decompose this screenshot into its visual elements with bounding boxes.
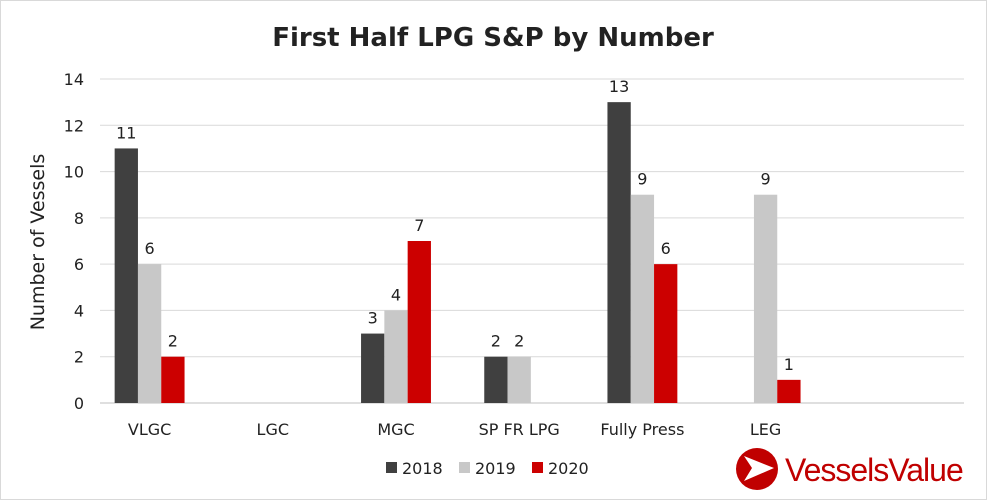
bar [484, 356, 508, 403]
bar [137, 264, 162, 403]
legend-swatch [532, 462, 543, 473]
bar [630, 194, 655, 403]
data-label: 3 [368, 309, 378, 328]
y-tick-label: 8 [74, 209, 84, 228]
x-tick-label: LGC [257, 420, 289, 439]
bar [114, 148, 138, 403]
data-label: 2 [491, 332, 501, 351]
y-tick-label: 10 [64, 163, 84, 182]
bars [114, 102, 801, 404]
y-axis-ticks: 0 2 4 6 8 10 12 14 [64, 70, 84, 413]
legend-label: 2018 [402, 459, 443, 478]
y-tick-label: 14 [64, 70, 84, 89]
bar [384, 310, 408, 403]
bar [507, 356, 531, 403]
x-tick-label: MGC [377, 420, 414, 439]
chart-title: First Half LPG S&P by Number [272, 23, 714, 53]
vesselsvalue-logo: VesselsValue [736, 448, 964, 490]
data-label: 9 [761, 170, 771, 189]
y-axis-label: Number of Vessels [27, 154, 49, 331]
x-tick-label: Fully Press [600, 420, 684, 439]
legend-swatch [386, 462, 397, 473]
bar [777, 379, 801, 403]
data-label: 13 [609, 77, 629, 96]
data-label: 2 [514, 332, 524, 351]
bar [161, 356, 185, 403]
bar [607, 102, 631, 404]
legend-label: 2020 [548, 459, 589, 478]
gridlines [100, 78, 964, 404]
data-label: 9 [637, 170, 647, 189]
x-tick-label: VLGC [128, 420, 171, 439]
data-label: 6 [661, 239, 671, 258]
legend: 2018 2019 2020 [386, 459, 589, 478]
bar [654, 264, 678, 403]
legend-swatch [459, 462, 470, 473]
data-label: 1 [784, 355, 794, 374]
x-tick-label: SP FR LPG [479, 420, 560, 439]
logo-icon [736, 448, 778, 490]
data-label: 4 [391, 285, 401, 304]
data-label: 7 [414, 216, 424, 235]
y-tick-label: 6 [74, 255, 84, 274]
y-tick-label: 2 [74, 348, 84, 367]
legend-label: 2019 [475, 459, 516, 478]
data-label: 11 [116, 123, 136, 142]
logo-text: VesselsValue [785, 452, 963, 488]
y-tick-label: 4 [74, 301, 84, 320]
x-tick-label: LEG [750, 420, 781, 439]
bar [407, 241, 431, 403]
data-label: 6 [145, 239, 155, 258]
y-tick-label: 0 [74, 394, 84, 413]
bar [753, 194, 778, 403]
bar [361, 333, 385, 403]
x-axis-ticks: VLGC LGC MGC SP FR LPG Fully Press LEG [128, 420, 781, 439]
y-tick-label: 12 [64, 116, 84, 135]
data-label: 2 [168, 332, 178, 351]
